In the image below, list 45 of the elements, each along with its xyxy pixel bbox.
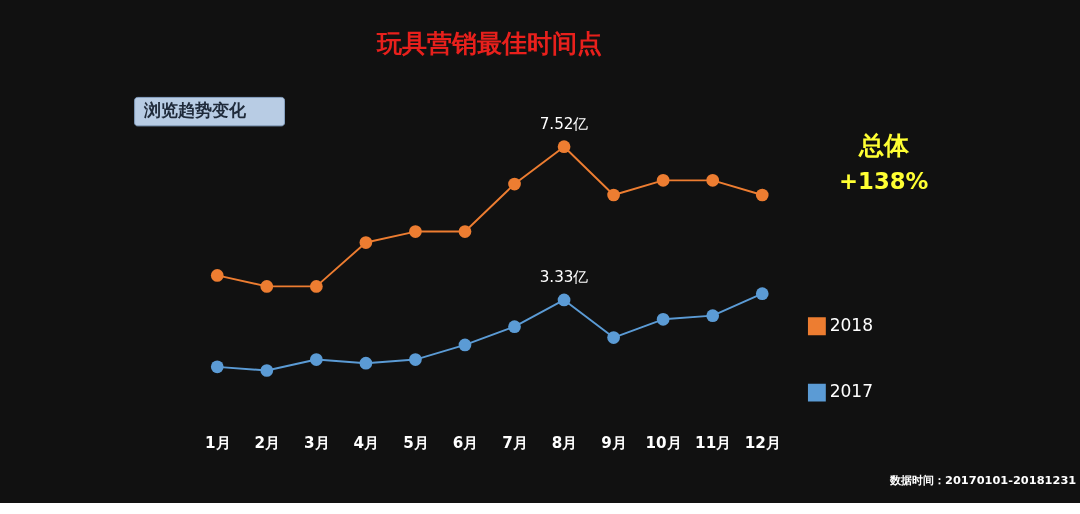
point xyxy=(359,236,373,249)
point xyxy=(359,356,373,370)
chart-title: 玩具营销最佳时间点 xyxy=(376,29,603,59)
x-tick-label: 7月 xyxy=(502,433,528,452)
x-tick-label: 2月 xyxy=(254,433,281,452)
point xyxy=(656,312,670,326)
x-tick-label: 8月 xyxy=(551,433,578,452)
point xyxy=(260,280,274,293)
point xyxy=(458,225,472,238)
x-tick-label: 3月 xyxy=(304,433,330,452)
point xyxy=(309,280,323,293)
data-label: 3.33亿 xyxy=(539,267,589,286)
text: 数据时间：20170101-20181231 xyxy=(889,473,1077,488)
point xyxy=(508,177,521,191)
point xyxy=(210,269,224,282)
point xyxy=(607,331,620,344)
x-tick-label: 9月 xyxy=(601,433,627,452)
x-tick-label: 10月 xyxy=(645,433,682,452)
point xyxy=(557,140,571,154)
point xyxy=(607,188,620,202)
point xyxy=(260,364,274,377)
text: +138% xyxy=(839,168,929,195)
point xyxy=(755,188,769,202)
x-tick-label: 4月 xyxy=(353,433,380,452)
point xyxy=(458,338,472,352)
point xyxy=(508,320,521,333)
point xyxy=(557,293,571,307)
x-tick-label: 12月 xyxy=(744,433,781,452)
point xyxy=(409,353,422,366)
x-tick-label: 5月 xyxy=(403,433,429,452)
point xyxy=(409,225,422,238)
text: 浏览趋势变化 xyxy=(143,100,248,121)
point xyxy=(706,309,720,323)
point xyxy=(755,287,769,301)
point xyxy=(210,360,224,374)
x-tick-label: 1月 xyxy=(204,433,231,452)
text: 总体 xyxy=(857,131,910,161)
point xyxy=(309,353,323,366)
point xyxy=(656,174,670,187)
legend-label: 2017 xyxy=(829,381,874,402)
x-tick-label: 6月 xyxy=(452,433,479,452)
point xyxy=(706,174,720,187)
data-label: 7.52亿 xyxy=(539,114,589,133)
legend-label: 2018 xyxy=(829,314,874,335)
x-tick-label: 11月 xyxy=(695,433,732,452)
